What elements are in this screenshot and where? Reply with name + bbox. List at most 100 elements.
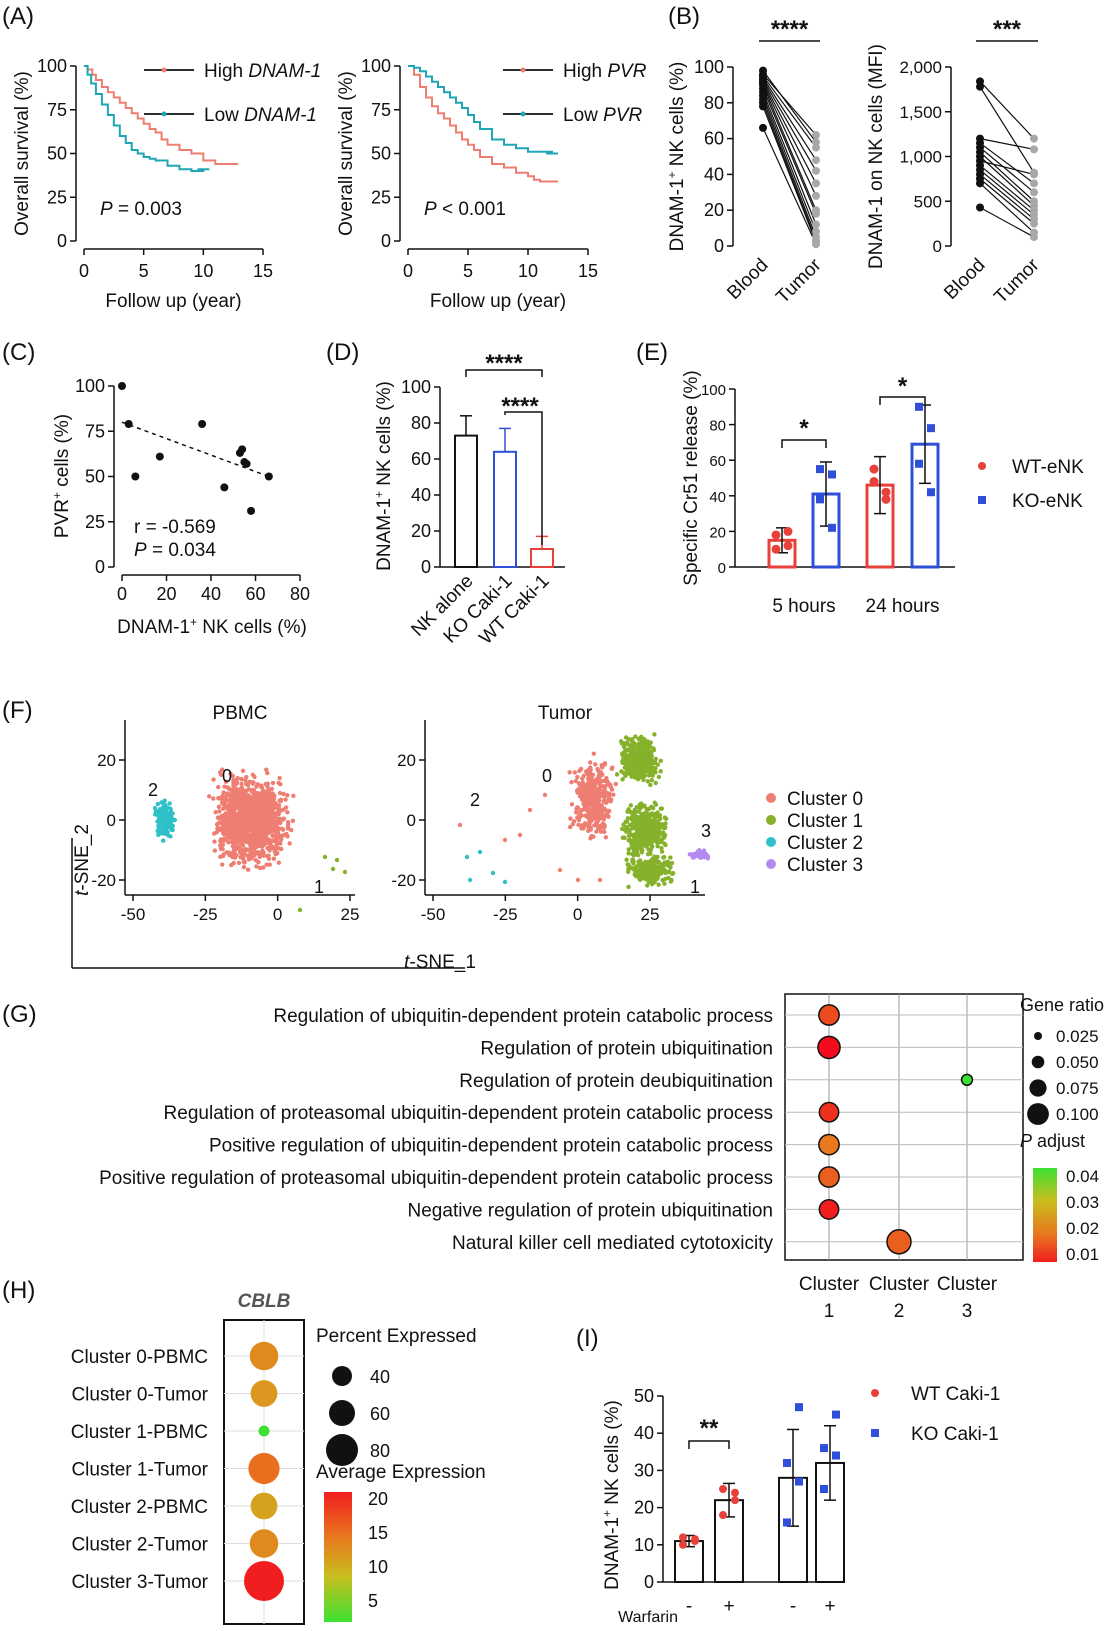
cell-point bbox=[264, 794, 270, 799]
data-point bbox=[264, 472, 273, 481]
significance-stars: **** bbox=[501, 393, 539, 420]
cell-point bbox=[229, 862, 234, 868]
y-tick-label: 500 bbox=[914, 192, 942, 211]
cell-point bbox=[626, 851, 631, 856]
cell-point bbox=[658, 862, 663, 867]
cell-point bbox=[239, 851, 244, 856]
label-part: DNAM-1 bbox=[117, 617, 190, 638]
cell-point bbox=[654, 827, 659, 832]
cell-point bbox=[604, 800, 609, 805]
legend-marker bbox=[978, 496, 986, 504]
cell-point bbox=[228, 826, 233, 831]
data-point bbox=[795, 1477, 803, 1486]
cell-point bbox=[225, 798, 230, 803]
size-legend-dot bbox=[1031, 1055, 1045, 1069]
y-tick-label: -20 bbox=[391, 871, 416, 890]
cell-point bbox=[645, 883, 650, 888]
cell-point bbox=[580, 776, 585, 781]
pair-line bbox=[762, 77, 817, 161]
cell-point bbox=[266, 790, 272, 795]
y-tick-label: 100 bbox=[694, 57, 724, 77]
cell-point bbox=[602, 822, 607, 827]
panel-h-dotplot: CBLB Cluster 0-PBMC Cluster 0-Tumor Cluster… bbox=[71, 1291, 486, 1625]
cell-point bbox=[635, 827, 640, 832]
data-point bbox=[783, 526, 793, 536]
cell-point bbox=[649, 876, 654, 882]
cell-point bbox=[569, 780, 574, 785]
cell-point bbox=[246, 824, 252, 829]
data-point bbox=[118, 382, 126, 390]
tumor-point bbox=[1030, 170, 1038, 179]
y-tick-label: 60 bbox=[411, 449, 431, 469]
cell-point bbox=[160, 822, 165, 827]
panel-b-dnam1-mfi: 0 500 1,000 1,500 2,000 Blood Tumor *** DNAM-1 o… bbox=[866, 16, 1044, 308]
legend-label: Cluster 0 bbox=[787, 789, 863, 810]
enrichment-dot bbox=[886, 1229, 912, 1255]
y-tick-label: 1,000 bbox=[899, 148, 942, 167]
cell-point bbox=[266, 797, 271, 803]
cell-point bbox=[641, 754, 646, 759]
cell-point bbox=[231, 783, 236, 788]
cell-point bbox=[655, 762, 660, 767]
legend-label: Low PVR bbox=[563, 105, 642, 126]
cell-point bbox=[249, 812, 254, 817]
cell-point bbox=[245, 802, 250, 807]
color-scale bbox=[1033, 1168, 1057, 1262]
column-label: Cluster bbox=[937, 1274, 998, 1295]
expression-dot bbox=[249, 1341, 279, 1371]
legend-label: High DNAM-1 bbox=[204, 61, 321, 82]
cell-point bbox=[645, 821, 650, 826]
cell-point bbox=[266, 853, 271, 858]
panel-label-e: (E) bbox=[636, 339, 668, 366]
cell-point bbox=[634, 761, 639, 766]
cell-point bbox=[625, 809, 630, 814]
cell-point bbox=[587, 796, 592, 801]
cell-point bbox=[631, 740, 636, 745]
cell-point bbox=[591, 751, 597, 756]
cluster-label: 0 bbox=[222, 766, 232, 786]
cell-point bbox=[297, 907, 303, 913]
label-part: + bbox=[600, 1510, 614, 1517]
y-tick-label: 20 bbox=[709, 524, 726, 541]
data-point bbox=[816, 495, 824, 504]
size-legend-dot bbox=[1029, 1079, 1047, 1097]
cell-point bbox=[571, 819, 577, 824]
data-point bbox=[131, 472, 140, 481]
label-part: High bbox=[563, 61, 607, 82]
row-label: Cluster 2-Tumor bbox=[71, 1535, 208, 1556]
cell-point bbox=[261, 853, 266, 858]
pair-line bbox=[979, 147, 1035, 193]
cell-point bbox=[584, 771, 590, 776]
cell-point bbox=[254, 864, 259, 869]
panel-g-enrichment: Regulation of ubiquitin-dependent protei… bbox=[99, 993, 1104, 1322]
y-tick-label: 50 bbox=[85, 467, 105, 487]
cell-point bbox=[623, 773, 628, 779]
legend-marker bbox=[520, 111, 526, 117]
cell-point bbox=[631, 770, 637, 775]
cell-point bbox=[649, 766, 655, 772]
cell-point bbox=[244, 847, 249, 852]
cell-point bbox=[629, 744, 634, 749]
cell-point bbox=[658, 839, 663, 845]
size-legend-label: 40 bbox=[370, 1367, 390, 1387]
cell-point bbox=[660, 832, 666, 838]
legend-label: Cluster 3 bbox=[787, 855, 863, 876]
data-point bbox=[783, 1518, 791, 1527]
p-value: P = 0.003 bbox=[100, 199, 182, 220]
cell-point bbox=[614, 772, 620, 777]
x-tick-label: + bbox=[824, 1596, 835, 1617]
cell-point bbox=[603, 835, 609, 840]
cell-point bbox=[242, 859, 247, 865]
cell-point bbox=[221, 831, 226, 837]
cell-point bbox=[663, 869, 669, 874]
cell-point bbox=[225, 806, 230, 811]
x-axis-label: Follow up (year) bbox=[105, 291, 241, 312]
cell-point bbox=[287, 841, 292, 846]
cell-point bbox=[232, 854, 238, 860]
cell-point bbox=[240, 856, 246, 861]
cell-point bbox=[477, 849, 483, 855]
tumor-point bbox=[812, 131, 820, 140]
row-label: Cluster 1-Tumor bbox=[71, 1460, 208, 1481]
